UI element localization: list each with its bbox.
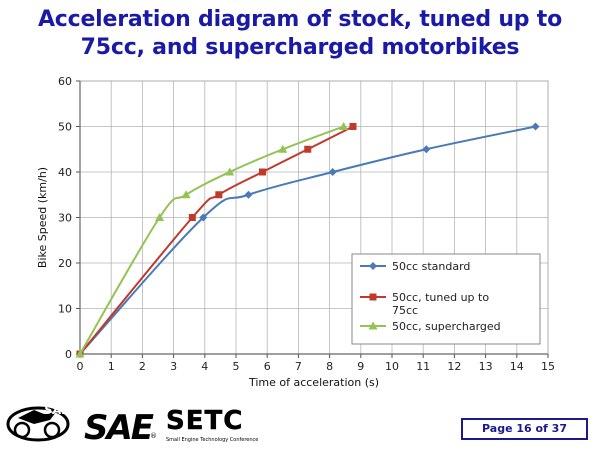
data-point: [304, 145, 312, 153]
data-point: [328, 168, 337, 176]
data-point: [339, 122, 349, 130]
data-point: [181, 190, 191, 199]
data-point: [278, 144, 288, 153]
legend-label: 50cc standard: [392, 260, 470, 273]
x-tick-label: 0: [77, 360, 84, 373]
legend-box: [351, 253, 541, 345]
data-point: [225, 167, 235, 176]
x-tick-label: 2: [139, 360, 146, 373]
setc-logo: SETC: [166, 406, 244, 437]
data-point: [259, 168, 267, 176]
data-point: [422, 145, 431, 154]
svg-text:SAE: SAE: [44, 403, 71, 417]
x-tick-label: 4: [201, 360, 208, 373]
series-layer: [75, 122, 540, 358]
data-point: [155, 213, 165, 221]
series-2: [75, 122, 349, 358]
y-tick-label: 30: [58, 212, 72, 225]
data-point: [349, 123, 357, 130]
x-tick-label: 8: [326, 360, 333, 373]
sae-rider-logo-icon: SAE: [6, 403, 71, 442]
series-line: [79, 125, 536, 355]
x-tick-label: 9: [357, 360, 364, 373]
x-tick-label: 6: [264, 360, 271, 373]
page-indicator: Page 16 of 37: [461, 418, 588, 440]
x-tick-label: 11: [416, 360, 430, 373]
legend-marker: [368, 321, 378, 330]
data-point: [199, 213, 208, 222]
x-tick-label: 7: [295, 360, 302, 373]
legend-marker: [369, 262, 377, 270]
slide-title-line1: Acceleration diagram of stock, tuned up …: [37, 7, 563, 32]
x-tick-label: 1: [108, 360, 115, 373]
data-point: [188, 214, 196, 221]
sae-registered-mark: ®: [150, 432, 157, 440]
y-tick-label: 0: [65, 348, 72, 361]
slide-title: Acceleration diagram of stock, tuned up …: [0, 6, 600, 62]
data-point: [215, 191, 223, 199]
x-tick-label: 15: [541, 360, 555, 373]
data-point: [531, 122, 540, 131]
legend-label: 50cc, supercharged: [392, 320, 501, 333]
x-axis-title: Time of acceleration (s): [248, 376, 379, 389]
series-line: [79, 125, 344, 355]
setc-subtitle: Small Engine Technology Conference: [166, 437, 259, 443]
data-point: [75, 349, 85, 358]
y-tick-label: 60: [58, 75, 72, 88]
y-tick-label: 50: [58, 121, 72, 134]
slide-title-line2: 75cc, and supercharged motorbikes: [80, 35, 520, 60]
y-axis-title: Bike Speed (km/h): [36, 167, 49, 268]
x-tick-label: 10: [385, 360, 399, 373]
x-tick-label: 3: [170, 360, 177, 373]
x-tick-label: 13: [479, 360, 493, 373]
x-tick-label: 12: [447, 360, 461, 373]
y-tick-label: 40: [58, 166, 72, 179]
legend-label: 50cc, tuned up to: [392, 291, 489, 304]
y-tick-label: 10: [58, 303, 72, 316]
x-tick-label: 14: [510, 360, 524, 373]
x-tick-label: 5: [233, 360, 240, 373]
legend-marker: [369, 293, 377, 301]
data-point: [244, 190, 253, 199]
sae-logo: SAE: [84, 408, 154, 448]
legend-label: 75cc: [392, 304, 418, 317]
y-tick-label: 20: [58, 257, 72, 270]
